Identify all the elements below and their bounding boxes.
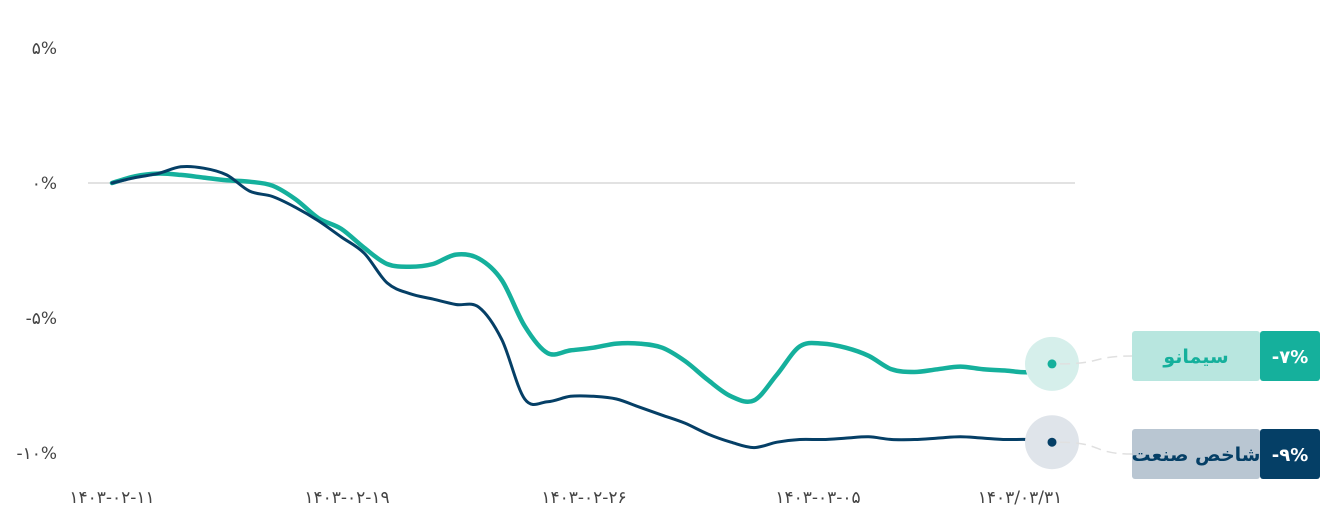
- x-tick-label: ۱۴۰۳-۰۲-۱۹: [304, 488, 389, 508]
- x-tick-label: ۱۴۰۳-۰۲-۲۶: [541, 488, 626, 508]
- series-value-box: [1260, 429, 1320, 479]
- y-axis: ۵% ۰% -۵% -۱۰%: [16, 39, 57, 464]
- y-tick-label: ۵%: [32, 39, 57, 59]
- y-tick-label: -۱۰%: [16, 444, 57, 464]
- x-tick-label: ۱۴۰۳-۰۳-۰۵: [775, 488, 860, 508]
- y-tick-label: -۵%: [26, 309, 57, 329]
- label-connector: [1059, 441, 1133, 455]
- series-name-label: سیمانو: [1162, 346, 1228, 368]
- x-tick-label: ۱۴۰۳-۰۲-۱۱: [69, 488, 154, 508]
- series-label-box: [1132, 429, 1260, 479]
- end-point: [1047, 437, 1057, 447]
- series-value-box: [1260, 331, 1320, 381]
- series-line: [109, 171, 1055, 405]
- series-line: [110, 164, 1054, 450]
- label-connector: [1059, 355, 1133, 365]
- series-value-label: -۷%: [1272, 347, 1309, 368]
- series-value-label: -۹%: [1272, 445, 1309, 466]
- x-tick-label: ۱۴۰۳/۰۳/۳۱: [978, 488, 1063, 508]
- y-tick-label: ۰%: [32, 174, 57, 194]
- series-name-label: شاخص صنعت: [1131, 444, 1260, 466]
- end-point: [1047, 359, 1057, 369]
- series-label-box: [1132, 331, 1260, 381]
- x-axis: ۱۴۰۳-۰۲-۱۱ ۱۴۰۳-۰۲-۱۹ ۱۴۰۳-۰۲-۲۶ ۱۴۰۳-۰۳-۰۵…: [69, 488, 1062, 508]
- series-layer: [109, 164, 1079, 470]
- end-labels: سیمانو -۷% شاخص صنعت -۹%: [1059, 331, 1320, 479]
